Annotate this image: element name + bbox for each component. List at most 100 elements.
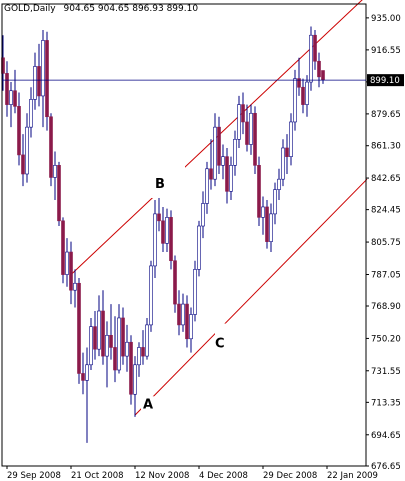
candle — [277, 168, 281, 201]
candle — [21, 134, 25, 187]
y-tick-label: 935.00 — [371, 14, 401, 24]
candle — [197, 220, 201, 277]
candle — [137, 342, 141, 377]
candle-body-up — [197, 225, 201, 270]
candle — [117, 304, 121, 374]
y-tick-label: 713.35 — [371, 398, 401, 408]
candle-body-down — [173, 260, 177, 305]
candle-body-down — [37, 66, 41, 97]
candle-body-up — [249, 112, 253, 145]
candle — [201, 191, 205, 239]
candle-body-up — [89, 326, 93, 366]
candle — [37, 43, 41, 107]
candle — [309, 26, 313, 91]
candle — [97, 295, 101, 357]
candle — [109, 304, 113, 360]
candle-body-down — [49, 116, 53, 178]
candle — [141, 330, 145, 365]
candle-body-down — [257, 165, 261, 218]
candle — [149, 260, 153, 332]
candle-body-up — [97, 310, 101, 350]
annotation-label-a: A — [143, 397, 153, 412]
candle — [93, 311, 97, 360]
candle-body-down — [17, 106, 21, 156]
candle-body-down — [157, 213, 161, 222]
y-tick-label: 824.45 — [371, 206, 401, 216]
candle-body-up — [53, 165, 57, 178]
candle-body-up — [305, 81, 309, 105]
candle — [265, 200, 269, 249]
candle — [41, 30, 45, 128]
candle — [81, 352, 85, 395]
candle-body-down — [225, 156, 229, 192]
candle-body-up — [25, 126, 29, 175]
y-tick-label: 842.65 — [371, 174, 401, 184]
candle-body-down — [169, 217, 173, 262]
candle — [153, 200, 157, 279]
x-tick-label: 21 Oct 2008 — [71, 471, 124, 481]
candle-body-down — [265, 206, 269, 242]
candle-body-up — [137, 347, 141, 366]
candle — [133, 356, 137, 417]
candle-body-up — [65, 251, 69, 275]
candle — [177, 290, 181, 336]
candle-body-down — [317, 60, 321, 78]
candle — [17, 92, 21, 166]
candle — [237, 95, 241, 148]
candle — [293, 69, 297, 131]
candle-body-up — [233, 138, 237, 166]
candle-body-up — [85, 364, 89, 381]
candle-body-down — [81, 373, 85, 381]
candle — [297, 57, 301, 96]
y-tick-label: 787.05 — [371, 271, 401, 281]
candle — [53, 151, 57, 201]
candle — [105, 321, 109, 388]
y-tick-label: 861.30 — [371, 142, 401, 152]
x-tick-label: 29 Sep 2008 — [7, 471, 61, 481]
candle — [49, 113, 53, 187]
candle-body-up — [189, 314, 193, 340]
candle — [73, 269, 77, 308]
candle-body-down — [177, 303, 181, 326]
y-tick-label: 879.65 — [371, 110, 401, 120]
candle — [65, 238, 69, 287]
candle-body-down — [13, 90, 17, 107]
candle-body-up — [221, 156, 225, 166]
candle — [229, 156, 233, 201]
y-tick-label: 750.20 — [371, 334, 401, 344]
x-tick-label: 12 Nov 2008 — [135, 471, 189, 481]
candle-body-down — [5, 73, 9, 105]
candle — [129, 335, 133, 405]
candle-body-down — [57, 165, 61, 222]
candle-body-up — [29, 99, 33, 128]
candle-body-down — [161, 220, 165, 244]
ohlc-values: 904.65 904.65 896.93 899.10 — [64, 4, 199, 14]
candle-body-down — [77, 282, 81, 374]
candle-body-up — [289, 121, 293, 157]
candle — [281, 139, 285, 187]
candle-body-down — [217, 126, 221, 166]
candle-body-down — [129, 341, 133, 395]
y-tick-label: 768.90 — [371, 302, 401, 312]
candle-body-up — [205, 168, 209, 204]
candle-body-up — [9, 90, 13, 105]
candle-body-up — [269, 213, 273, 242]
candle — [5, 61, 9, 117]
candle-body-down — [301, 86, 305, 105]
candle-body-up — [261, 206, 265, 218]
candle — [89, 317, 93, 370]
candle — [25, 113, 29, 183]
candle-body-down — [209, 168, 213, 180]
annotation-box-b — [151, 157, 185, 198]
candle — [165, 208, 169, 253]
current-price-tag — [367, 74, 404, 87]
candle-body-down — [297, 78, 301, 88]
candle — [69, 241, 73, 305]
candle — [221, 144, 225, 180]
candle-body-down — [69, 251, 73, 291]
candle — [77, 278, 81, 384]
candle-body-up — [165, 217, 169, 244]
y-tick-label: 694.65 — [371, 431, 401, 441]
candle — [45, 31, 49, 131]
